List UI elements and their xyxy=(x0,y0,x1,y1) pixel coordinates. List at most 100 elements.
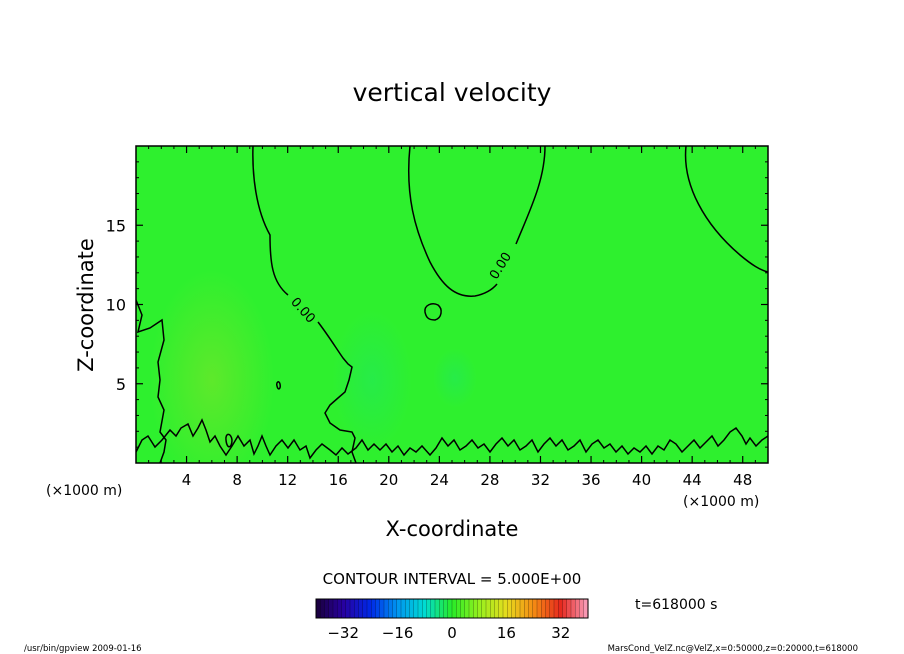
colorbar-cell xyxy=(511,599,517,618)
colorbar-cell xyxy=(566,599,572,618)
colorbar-cell xyxy=(447,599,453,618)
x-tick-label: 44 xyxy=(683,471,702,489)
y-tick-label: 10 xyxy=(106,296,126,315)
x-axis-label: X-coordinate xyxy=(386,517,519,541)
colorbar-cell xyxy=(422,599,428,618)
contour-ground xyxy=(136,418,768,460)
colorbar-cell xyxy=(575,599,581,618)
colorbar-tick-label: −32 xyxy=(327,624,359,642)
colorbar-cell xyxy=(456,599,462,618)
x-tick-label: 48 xyxy=(733,471,752,489)
colorbar-cell xyxy=(554,599,559,618)
colorbar-cell xyxy=(350,599,355,618)
colorbar-cell xyxy=(362,599,368,618)
x-tick-label: 4 xyxy=(182,471,192,489)
colorbar-cell xyxy=(558,599,564,618)
colorbar-frame xyxy=(315,598,589,619)
x-tick-label: 16 xyxy=(329,471,348,489)
colorbar-cell xyxy=(541,599,547,618)
colorbar-cell xyxy=(409,599,415,618)
colorbar-cell xyxy=(405,599,411,618)
colorbar-cell xyxy=(545,599,551,618)
colorbar-cell xyxy=(396,599,402,618)
x-tick-label: 28 xyxy=(480,471,499,489)
colorbar-cell xyxy=(490,599,496,618)
colorbar-cell xyxy=(494,599,500,618)
colorbar-cell xyxy=(579,599,585,618)
colorbar-cell xyxy=(503,599,508,618)
colorbar-cell xyxy=(413,599,419,618)
colorbar-cell xyxy=(469,599,474,618)
chart-title: vertical velocity xyxy=(353,78,552,107)
y-tick-label: 5 xyxy=(116,375,126,394)
colorbar-cell xyxy=(341,599,347,618)
colorbar-ticks: −32 −16 0 16 32 xyxy=(327,624,570,642)
y-axis-label: Z-coordinate xyxy=(74,238,98,372)
x-tick-label: 32 xyxy=(531,471,550,489)
footer-right: MarsCond_VelZ.nc@VelZ,x=0:50000,z=0:2000… xyxy=(608,644,858,654)
contour-interval-text: CONTOUR INTERVAL = 5.000E+00 xyxy=(323,570,582,588)
x-tick-label: 40 xyxy=(632,471,651,489)
colorbar-cell xyxy=(333,599,338,618)
colorbar-cell xyxy=(375,599,381,618)
x-unit-left: (×1000 m) xyxy=(46,483,122,499)
colorbar-cell xyxy=(507,599,513,618)
time-text: t=618000 s xyxy=(635,597,717,613)
x-axis: 4 8 12 16 20 24 28 32 36 40 44 48 xyxy=(148,146,756,489)
x-tick-label: 24 xyxy=(430,471,449,489)
colorbar-cell xyxy=(328,599,334,618)
contour-lines xyxy=(136,146,768,463)
colorbar-tick-label: 0 xyxy=(447,624,457,642)
x-unit-right: (×1000 m) xyxy=(683,494,759,510)
colorbar-cell xyxy=(367,599,372,618)
contour-zero-middle xyxy=(407,146,546,297)
y-tick-label: 15 xyxy=(106,216,126,235)
colorbar-tick-label: 16 xyxy=(497,624,516,642)
colorbar-cell xyxy=(562,599,568,618)
x-tick-label: 20 xyxy=(379,471,398,489)
colorbar-cell xyxy=(392,599,398,618)
colorbar-tick-label: 32 xyxy=(551,624,570,642)
contour-zero-left xyxy=(252,146,357,463)
colorbar-cell xyxy=(320,599,326,618)
colorbar xyxy=(316,599,589,618)
colorbar-cell xyxy=(498,599,504,618)
contour-loop-small xyxy=(424,303,442,321)
colorbar-cell xyxy=(486,599,491,618)
colorbar-tick-label: −16 xyxy=(382,624,414,642)
colorbar-cell xyxy=(571,599,576,618)
x-tick-label: 8 xyxy=(232,471,242,489)
colorbar-cell xyxy=(452,599,457,618)
contour-left-edge xyxy=(136,299,167,463)
x-tick-label: 12 xyxy=(278,471,297,489)
colorbar-cell xyxy=(443,599,449,618)
colorbar-cell xyxy=(388,599,394,618)
x-tick-label: 36 xyxy=(581,471,600,489)
colorbar-cell xyxy=(439,599,445,618)
y-axis: 5 10 15 xyxy=(106,161,768,448)
colorbar-cell xyxy=(435,599,440,618)
colorbar-cell xyxy=(384,599,389,618)
colorbar-cell xyxy=(418,599,423,618)
footer-left: /usr/bin/gpview 2009-01-16 xyxy=(24,644,142,654)
colorbar-cell xyxy=(324,599,330,618)
colorbar-cell xyxy=(464,599,470,618)
colorbar-cell xyxy=(549,599,555,618)
colorbar-cell xyxy=(379,599,385,618)
colorbar-cell xyxy=(520,599,525,618)
colorbar-cell xyxy=(345,599,351,618)
colorbar-cell xyxy=(354,599,360,618)
colorbar-cell xyxy=(337,599,343,618)
colorbar-cell xyxy=(477,599,483,618)
contour-loop-left-bottom xyxy=(225,433,233,448)
colorbar-cell xyxy=(460,599,466,618)
colorbar-cell xyxy=(358,599,364,618)
colorbar-cell xyxy=(316,599,321,618)
colorbar-cell xyxy=(371,599,377,618)
colorbar-cell xyxy=(515,599,521,618)
field-shading xyxy=(150,270,477,463)
contour-loop-tiny xyxy=(276,381,281,390)
colorbar-cell xyxy=(481,599,487,618)
colorbar-cell xyxy=(583,599,589,618)
